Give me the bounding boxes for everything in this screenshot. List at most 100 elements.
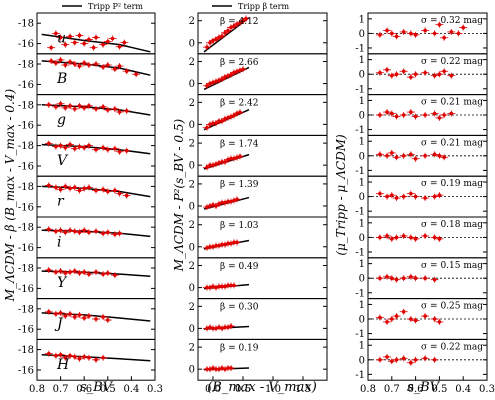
panel-frame <box>36 338 156 381</box>
data-point <box>87 355 91 360</box>
data-point <box>235 197 239 202</box>
data-point <box>117 64 122 68</box>
data-point <box>117 149 122 154</box>
plot-area: -18-16 u-18-16 B-18-16 g-18-16 V-18-16 r-18-1… <box>18 12 495 395</box>
chart-2: 0 2 β = 4.12 0 2 β = 2.66 0 2 β = 2.42 0 2 β = 1.74… <box>189 12 328 395</box>
data-point <box>87 314 91 318</box>
beta-label: β = 2.66 <box>220 58 259 68</box>
data-point <box>77 64 82 68</box>
column-2: Tripp β term M_ΛCDM - P²(s_BV - 0.5) (B_… <box>172 2 317 395</box>
y-axis-label-3: (μ_Tripp - μ_ΛCDM) <box>334 134 348 256</box>
data-point <box>423 113 427 117</box>
data-point <box>47 183 51 188</box>
data-point <box>437 237 442 241</box>
data-point <box>378 358 382 362</box>
data-point <box>94 62 98 66</box>
data-point <box>238 21 242 25</box>
data-point <box>87 272 91 276</box>
data-point <box>94 317 98 321</box>
panel: 0 2 β = 1.03 <box>189 216 328 259</box>
beta-label: β = 2.42 <box>220 99 259 109</box>
data-point <box>72 107 77 111</box>
y-tick-label: 2 <box>189 261 195 272</box>
panel: 0 2 β = 0.19 <box>189 338 328 381</box>
y-tick-label: -16 <box>18 243 34 254</box>
data-point <box>82 270 86 274</box>
y-tick-label: -1 <box>355 207 365 218</box>
data-point <box>390 31 394 36</box>
data-point <box>432 317 437 321</box>
column-3: (μ_Tripp - μ_ΛCDM) s_BV <box>334 134 441 395</box>
data-point <box>432 31 437 36</box>
data-point <box>58 228 63 233</box>
data-point <box>232 283 236 288</box>
data-point <box>423 70 427 75</box>
data-point <box>423 276 427 281</box>
data-point <box>63 355 68 360</box>
data-point <box>229 366 233 370</box>
data-point <box>101 187 105 192</box>
data-point <box>413 237 418 241</box>
y-tick-label: 0 <box>189 79 195 90</box>
data-point <box>47 268 51 272</box>
x-axis-label-3: s_BV <box>407 380 441 395</box>
panel-frame <box>197 134 328 177</box>
data-point <box>63 106 68 110</box>
y-tick-label: -18 <box>18 223 34 234</box>
y-tick-label: 0 <box>359 29 365 40</box>
data-point <box>437 193 442 197</box>
y-tick-label: -16 <box>18 325 34 336</box>
data-point <box>423 234 427 238</box>
y-tick-label: -18 <box>18 264 34 275</box>
data-point <box>63 184 68 189</box>
data-point <box>110 36 115 41</box>
data-point <box>63 63 68 67</box>
data-point <box>94 358 98 362</box>
data-point <box>54 185 58 190</box>
panel: -18 -16 Y <box>18 257 156 300</box>
data-point <box>401 69 406 74</box>
sigma-label: σ = 0.18 mag <box>421 220 483 230</box>
data-point <box>409 191 413 196</box>
data-point <box>229 72 233 77</box>
sigma-label: σ = 0.25 mag <box>421 302 483 312</box>
data-point <box>378 33 382 37</box>
data-point <box>229 324 233 328</box>
data-point <box>401 234 406 238</box>
x-tick-label: 0.5 <box>431 384 447 395</box>
data-point <box>63 230 68 235</box>
data-point <box>432 277 437 282</box>
data-point <box>432 194 437 199</box>
y-tick-label: -18 <box>18 304 34 315</box>
y-tick-label: 2 <box>189 343 195 354</box>
data-point <box>394 277 399 282</box>
data-point <box>378 191 382 196</box>
data-point <box>113 146 117 151</box>
data-point <box>58 143 63 148</box>
data-point <box>413 358 418 362</box>
data-point <box>413 276 418 281</box>
data-point <box>47 310 51 314</box>
data-point <box>106 39 110 44</box>
data-point <box>394 34 399 39</box>
y-tick-label: -1 <box>355 84 365 95</box>
data-point <box>409 317 413 321</box>
sigma-label: σ = 0.22 mag <box>421 342 483 352</box>
panel: 0 2 β = 2.66 <box>189 53 328 96</box>
panel-frame <box>197 175 328 218</box>
data-point <box>101 42 105 47</box>
panel: -18 -16 H <box>18 338 156 381</box>
panel: 0 2 β = 2.42 <box>189 94 328 136</box>
y-tick-label: 0 <box>189 324 195 335</box>
panel-label: J <box>54 316 64 332</box>
panel-frame <box>197 53 328 96</box>
data-point <box>82 316 86 320</box>
y-tick-label: -18 <box>18 182 34 193</box>
y-tick-label: 0 <box>189 283 195 294</box>
panel-frame <box>36 175 156 218</box>
data-point <box>385 320 389 324</box>
x-tick-label: 0.8 <box>360 384 376 395</box>
data-point <box>58 269 63 273</box>
y-tick-label: 0 <box>359 70 365 81</box>
